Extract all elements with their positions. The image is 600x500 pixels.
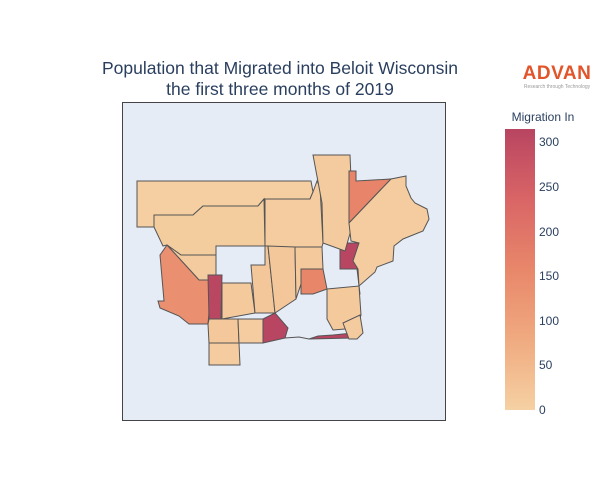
choropleth-map [136,154,430,366]
advan-logo: ADVAN Research through Technology [520,63,594,91]
chart-title-line-1: Population that Migrated into Beloit Wis… [101,58,459,78]
map-region-south-east-small[interactable] [342,314,364,340]
colorbar-tick-label: 100 [539,313,560,328]
map-frame [122,102,446,421]
map-region-south-west-small[interactable] [208,342,241,366]
colorbar-tick-label: 200 [539,224,560,239]
chart-title-line-2: the first three months of 2019 [166,79,394,99]
colorbar-gradient [505,129,535,410]
colorbar-tick-label: 250 [539,179,560,194]
map-region-west-center[interactable] [207,274,223,320]
map-region-east[interactable] [348,175,430,288]
chart-title: Population that Migrated into Beloit Wis… [60,58,500,100]
map-region-center[interactable] [221,282,256,320]
logo-tagline: Research through Technology [523,84,591,90]
map-region-center-east-3[interactable] [300,268,328,295]
colorbar-tick-label: 50 [539,358,553,373]
colorbar-tick-label: 150 [539,269,560,284]
map-region-center-south-2[interactable] [207,318,240,344]
colorbar-tick-label: 300 [539,135,560,150]
colorbar-title: Migration In [511,110,575,124]
map-region-center-south-3[interactable] [237,318,264,344]
map-region-east-column[interactable] [312,154,354,252]
logo-brand: ADVAN [522,63,592,84]
colorbar-tick-label: 0 [539,403,546,417]
